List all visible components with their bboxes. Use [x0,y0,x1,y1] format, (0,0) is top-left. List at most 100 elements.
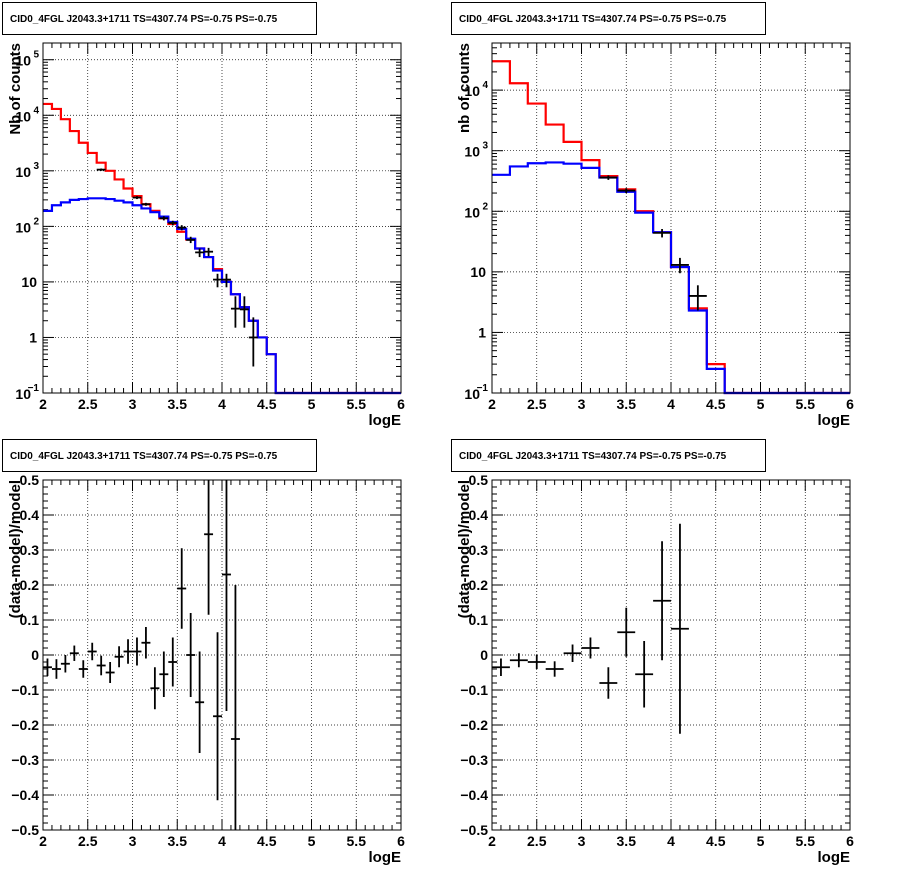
y-tick-exponent: 5 [33,50,39,61]
y-tick-exponent: 4 [482,80,488,91]
y-tick-label: 0 [31,647,39,663]
x-tick-label: 2.5 [78,396,98,412]
y-tick-exponent: 3 [482,141,488,152]
y-tick-label: 1 [478,324,486,340]
x-tick-label: 3.5 [168,833,188,849]
plot-frame [42,479,402,831]
data-point [635,641,654,708]
x-tick-label: 4.5 [257,833,277,849]
x-tick-label: 5 [308,833,316,849]
data-point [168,220,178,226]
data-point [204,247,214,257]
x-tick-label: 5 [308,396,316,412]
data-point [150,667,160,710]
data-point [132,637,142,666]
data-point [617,607,636,657]
data-point [509,653,528,668]
data-point [123,639,133,664]
data-point [599,667,618,699]
y-axis-label: Nb of counts [7,43,24,135]
data-point [195,248,205,258]
data-point [213,632,222,801]
x-tick-label: 5.5 [796,396,816,412]
data-point [96,655,106,676]
x-tick-label: 4 [667,833,675,849]
y-tick-label: −0.4 [460,787,488,803]
y-axis-label: (data-model)/model [7,480,24,618]
x-tick-label: 4.5 [706,396,726,412]
x-tick-label: 2 [488,833,496,849]
y-tick-label: 0.4 [469,507,489,523]
x-tick-label: 6 [397,833,405,849]
y-tick-base: 10 [15,219,31,235]
y-tick-label: 10 [470,264,486,280]
y-tick-exponent: −1 [477,383,489,394]
y-tick-label: 0.2 [469,577,489,593]
data-point [186,236,196,244]
x-tick-label: 5 [757,396,765,412]
data-point [230,585,240,830]
x-tick-label: 2 [39,833,47,849]
x-tick-label: 6 [846,396,854,412]
y-tick-base: 10 [464,386,480,402]
data-point [168,637,178,687]
data-point [653,541,671,661]
data-point [177,225,187,231]
y-tick-label: 10 [15,53,31,69]
data-point [492,658,510,676]
y-tick-base: 10 [15,53,31,69]
y-tick-label: −0.1 [11,682,39,698]
x-tick-label: 6 [846,833,854,849]
y-tick-base: 10 [464,83,480,99]
title-box [2,439,317,472]
x-tick-label: 5.5 [347,396,367,412]
y-tick-exponent: 2 [33,216,39,227]
x-tick-label: 5.5 [347,833,367,849]
y-tick-base: 10 [464,144,480,160]
chart-title: CID0_4FGL J2043.3+1711 TS=4307.74 PS=-0.… [10,14,278,25]
plot-frame [491,479,851,831]
y-tick-base: 10 [464,204,480,220]
x-axis-label: logE [369,849,402,866]
chart-panel-4: CID0_4FGL J2043.3+1711 TS=4307.74 PS=-0.… [451,439,854,866]
data-point [105,662,115,683]
y-tick-base: 10 [15,164,31,180]
y-tick-label: 10 [21,274,37,290]
chart-title: CID0_4FGL J2043.3+1711 TS=4307.74 PS=-0.… [10,451,278,462]
x-tick-label: 3 [578,396,586,412]
plot-frame [491,42,851,394]
chart-title: CID0_4FGL J2043.3+1711 TS=4307.74 PS=-0.… [459,14,727,25]
y-tick-label: −0.5 [11,822,39,838]
chart-panel-3: CID0_4FGL J2043.3+1711 TS=4307.74 PS=-0.… [2,439,405,866]
data-point [43,658,52,676]
data-point [204,480,214,615]
x-tick-label: 2.5 [78,833,98,849]
data-point [581,637,600,659]
y-tick-label: −0.1 [460,682,488,698]
y-tick-label: 0 [480,647,488,663]
y-tick-label: 1 [29,329,37,345]
y-tick-label: 10 [464,83,480,99]
title-box [451,439,766,472]
y-axis-label: nb of counts [456,43,473,133]
data-point [599,175,618,180]
x-axis-label: logE [818,412,851,429]
y-tick-label: −0.4 [11,787,39,803]
y-tick-exponent: −1 [28,383,40,394]
data-point [230,296,240,328]
data-point [653,228,671,238]
y-tick-label: 0.1 [20,612,40,628]
data-point [248,317,258,367]
data-point [545,661,564,677]
data-point [159,216,169,221]
title-box [451,2,766,35]
data-point [222,480,231,711]
title-box [2,2,317,35]
y-tick-label: 0.3 [469,542,489,558]
data-point [671,257,689,274]
x-tick-label: 2.5 [527,396,547,412]
y-tick-label: 10 [15,108,31,124]
y-tick-exponent: 4 [33,105,39,116]
y-tick-label: 10 [464,204,480,220]
x-axis-label: logE [369,412,402,429]
